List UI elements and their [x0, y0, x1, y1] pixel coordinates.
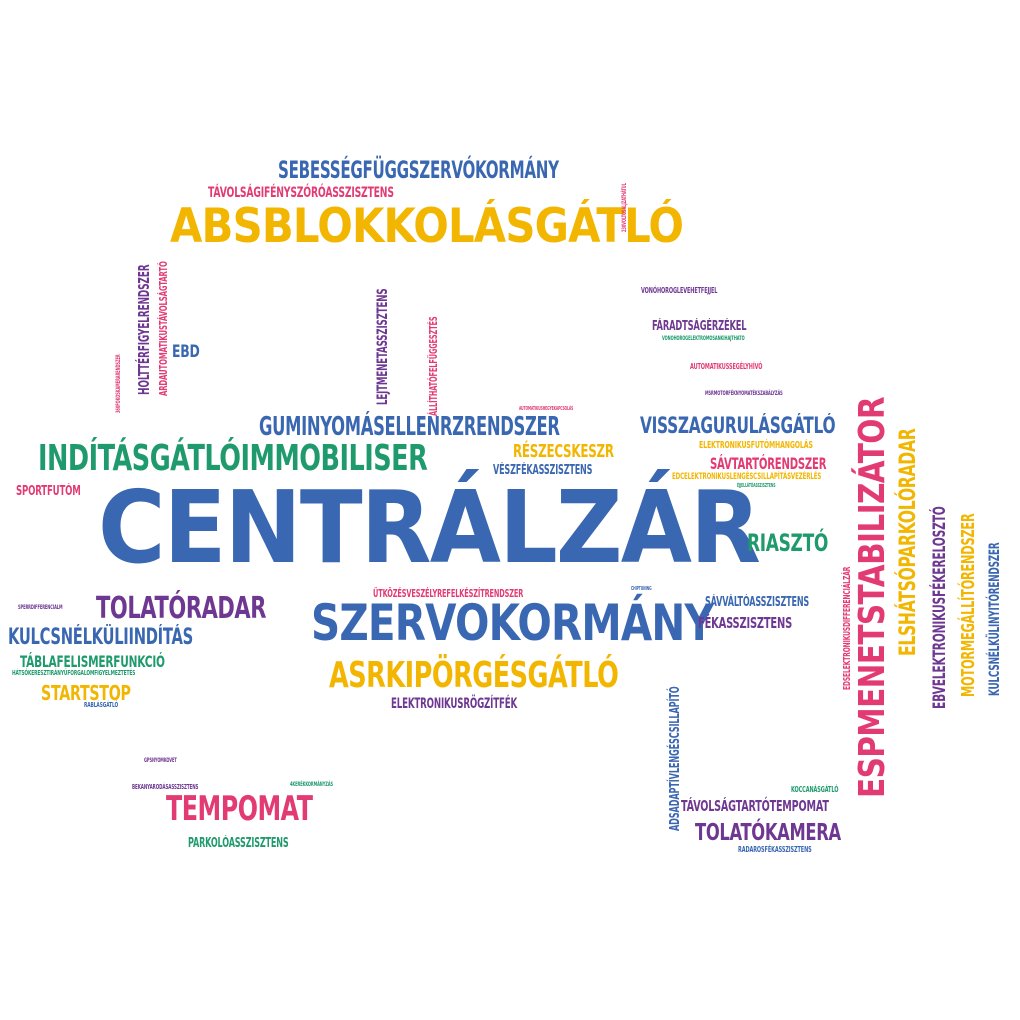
word-guminyomasellenrzrendszer: GUMINYOMÁSELLENRZRENDSZER: [259, 412, 560, 442]
word-kulcsnelkulinyitorendszer: KULCSNÉLKÜLINYITÓRENDSZER: [987, 542, 1003, 696]
word-savtartorendszer: SÁVTARTÓRENDSZER: [710, 454, 827, 473]
word-edselektronikusdifferencialzar: EDSELEKTRONIKUSDIFFERENCIÁLZÁR: [842, 566, 853, 690]
word-espmenetstabilizator: ESPMENETSTABILIZÁTOR: [852, 397, 893, 798]
word-msrmotorfekenyomatekszabalyzas: MSRMOTORFÉKNYOMATÉKSZABÁLYZÁS: [705, 390, 783, 397]
word-automatikusvegsebessegkapcsolas: AUTOMATIKUSHEGYEKAPCSOLÁS: [519, 406, 574, 412]
word-rablasgatlo: RABLÁSGÁTLÓ: [84, 701, 119, 709]
word-utkozesveszelyrefelkeszitrendszer: ÜTKÖZÉSVESZÉLYREFELKÉSZÍTRENDSZER: [373, 587, 524, 600]
word-chiptuning: CHIPTUNING: [631, 586, 652, 592]
word-tempomat: TEMPOMAT: [166, 789, 313, 829]
word-sebessegfuggszervokormany: SEBESSÉGFÜGGSZERVÓKORMÁNY: [278, 156, 559, 184]
word-ebvelektronikusfekereloszto: EBVELEKTRONIKUSFÉKERELOSZTÓ: [930, 506, 950, 709]
word-visszagurulasgatlo: VISSZAGURULÁSGÁTLÓ: [640, 414, 836, 439]
word-gpsnyomkovet: GPSNYOMKÖVET: [144, 757, 177, 764]
word-ebd: EBD: [172, 342, 200, 362]
word-elektronikusfutomhangolas: ELEKTRONIKUSFUTÓMHANGOLÁS: [699, 440, 813, 451]
word-230voltosaljzat: 230VOLTOSALJZATHÁTUL: [621, 183, 628, 232]
word-parkoloasszisztens: PARKOLÓASSZISZTENS: [188, 836, 289, 851]
word-edcelektronikuslengescsillapitasvezerles: EDCELEKTRONIKUSLENGÉSCSILLAPÍTÁSVEZÉRLÉS: [672, 472, 822, 482]
word-centralzar: CENTRÁLZÁR: [98, 469, 761, 586]
word-elektronikusrogzitfek: ELEKTRONIKUSRÖGZÍTFÉK: [391, 696, 518, 712]
word-360fokoskamerarendszer: 360FOKOSKAMERARENDSZER: [115, 354, 122, 413]
word-vonohoroglelektromosankihajthato: VONÓHOROGELEKTROMOSANKIHAJTHATÓ: [662, 335, 745, 342]
word-absblokkolasgatlo: ABSBLOKKOLÁSGÁTLÓ: [170, 199, 684, 254]
word-asrkiporgesgatlo: ASRKIPÖRGÉSGÁTLÓ: [329, 655, 619, 696]
word-tavolsagtartotempomat: TÁVOLSÁGTARTÓTEMPOMAT: [681, 797, 829, 815]
word-fardtsagerzekel: FÁRADTSÁGÉRZÉKEL: [652, 319, 747, 334]
word-startstop: STARTSTOP: [41, 681, 131, 705]
word-inditasgatloimmobiliser: INDÍTÁSGÁTLÓIMMOBILISER: [38, 438, 428, 479]
word-riaszto: RIASZTÓ: [747, 529, 829, 557]
word-tavolsagifenyszoroasszisztens: TÁVOLSÁGIFÉNYSZÓRÓASSZISZTENS: [208, 185, 394, 201]
word-radarosfekasszisztens: RADAROSFÉKASSZISZTENS: [738, 845, 812, 854]
word-4kerekeskormanyzas: 4KERÉKKORMÁNYZÁS: [290, 781, 334, 788]
word-tolatoradar: TOLATÓRADAR: [96, 591, 267, 626]
word-hatsokereszt: HÁTSÓKERESZTIRÁNYÚFORGALOMFIGYELMEZTETÉS: [12, 669, 136, 677]
word-tolatokamera: TOLATÓKAMERA: [695, 820, 841, 846]
word-sperrdifferencialm: SPERRDIFFERENCIÁLM: [18, 604, 63, 611]
word-ejjellatoasszisztens: ÉJJELLÁTÓASSZISZTENS: [737, 483, 776, 489]
word-vonohoroglevehetfejjel: VONÓHOROGLEVEHETFEJJEL: [641, 286, 718, 295]
word-reszecskeszr: RÉSZECSKESZR: [513, 441, 614, 462]
word-kulcsnelkuliinditas: KULCSNÉLKÜLIINDÍTÁS: [8, 625, 193, 650]
word-tablafelismerfunkcio: TÁBLAFELISMERFUNKCIÓ: [20, 652, 165, 671]
word-sportfutom: SPORTFUTÓM: [16, 484, 81, 499]
word-bekanyarodasasszisztens: BEKANYARODÁSASSZISZTENS: [132, 783, 199, 791]
word-adsadaptivlengescsillapito: ADSADAPTÍVLENGÉSCSILLAPÍTÓ: [668, 686, 683, 831]
word-elshatsoparkoloradar: ELSHÁTSÓPARKOLÓRADAR: [896, 428, 921, 656]
word-motormegallitorendszer: MOTORMEGÁLLÍTÓRENDSZER: [958, 513, 979, 697]
word-veszfekasszisztens: VÉSZFÉKASSZISZTENS: [493, 463, 593, 478]
word-automatikussegelyhivo: AUTOMATIKUSSEGÉLYHÍVÓ: [690, 362, 763, 371]
word-savvaltoasszisztens: SÁVVÁLTÓASSZISZTENS: [705, 595, 810, 610]
word-fekasszisztens: FÉKASSZISZTENS: [698, 614, 793, 632]
word-allithatofelfuggesztes: ÁLLÍTHATÓFELFÜGGESZTÉS: [427, 316, 440, 416]
word-lejtmenetasszisztens: LEJTMENETASSZISZTENS: [375, 288, 391, 405]
word-koccanasgatlo: KOCCANÁSGÁTLÓ: [791, 785, 839, 794]
word-ardautomatikustavolsagtarto: ARDAUTOMATIKUSTÁVOLSÁGTARTÓ: [157, 261, 170, 396]
word-szervokormany: SZERVOKORMÁNY: [311, 594, 714, 652]
word-holtterfigyelrendszer: HOLTTÉRFIGYELRENDSZER: [135, 264, 153, 395]
